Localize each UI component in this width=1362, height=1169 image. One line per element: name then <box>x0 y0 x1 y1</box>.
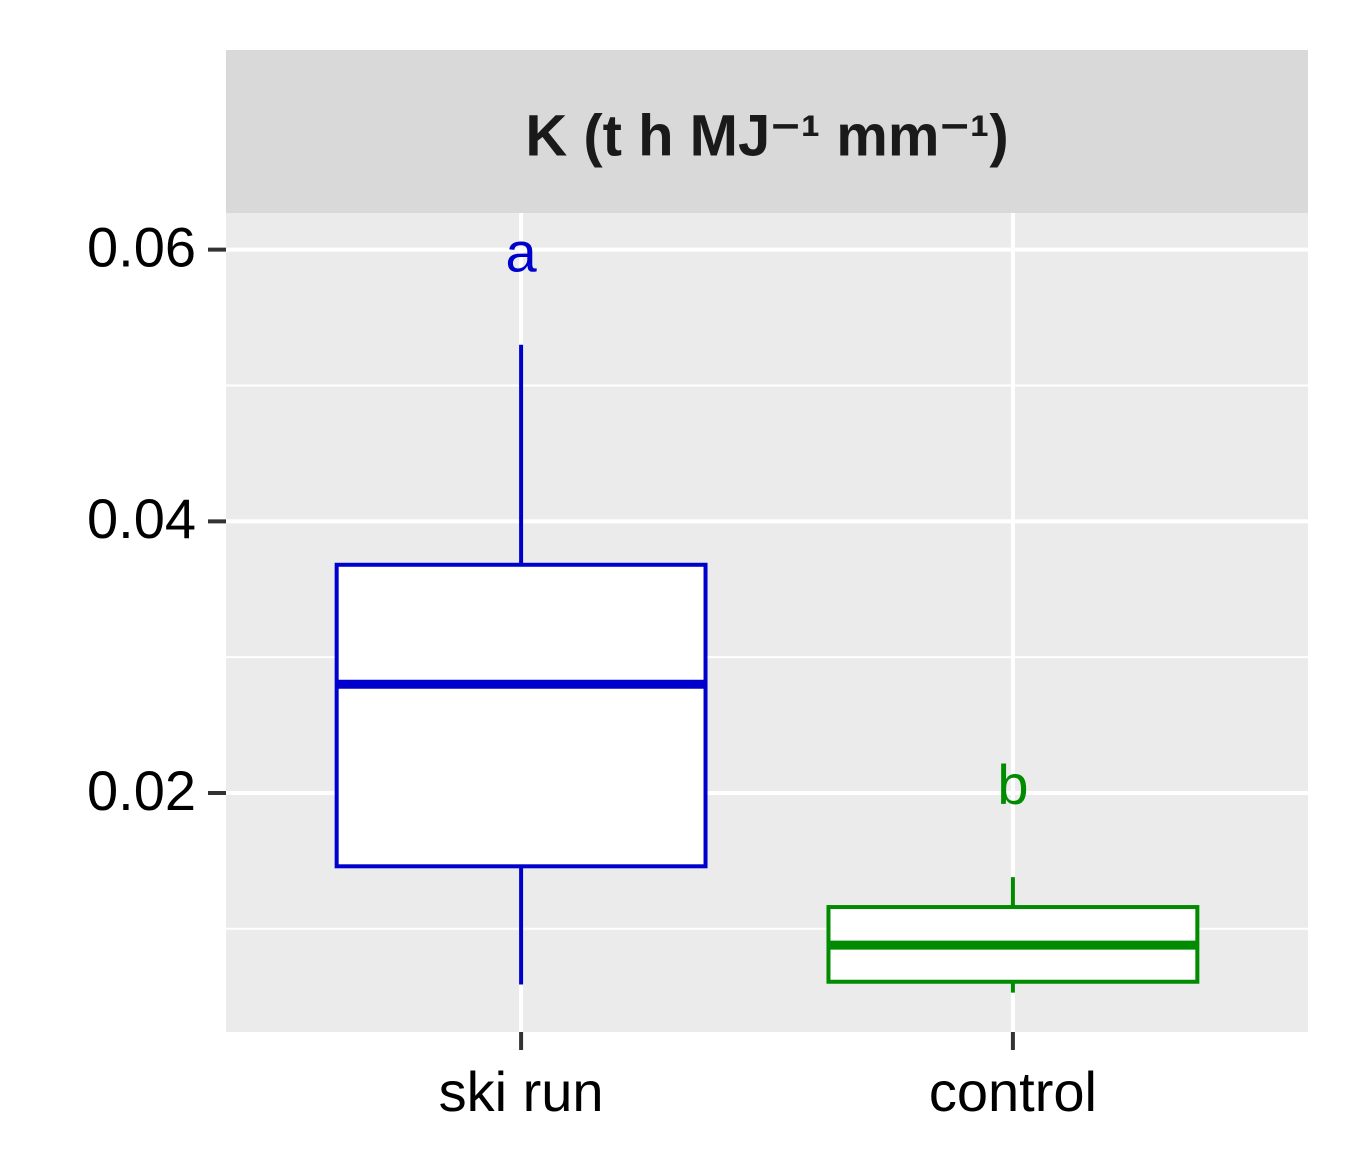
x-tick-label: ski run <box>439 1060 604 1123</box>
group-letter: b <box>997 753 1028 816</box>
group-letter: a <box>506 221 538 284</box>
box <box>334 562 708 869</box>
x-tick-label: control <box>929 1060 1097 1123</box>
y-tick-label: 0.06 <box>87 215 196 278</box>
chart-title: K (t h MJ⁻¹ mm⁻¹) <box>525 103 1008 168</box>
y-tick-label: 0.02 <box>87 759 196 822</box>
strip <box>226 50 1308 213</box>
y-tick-label: 0.04 <box>87 487 196 550</box>
